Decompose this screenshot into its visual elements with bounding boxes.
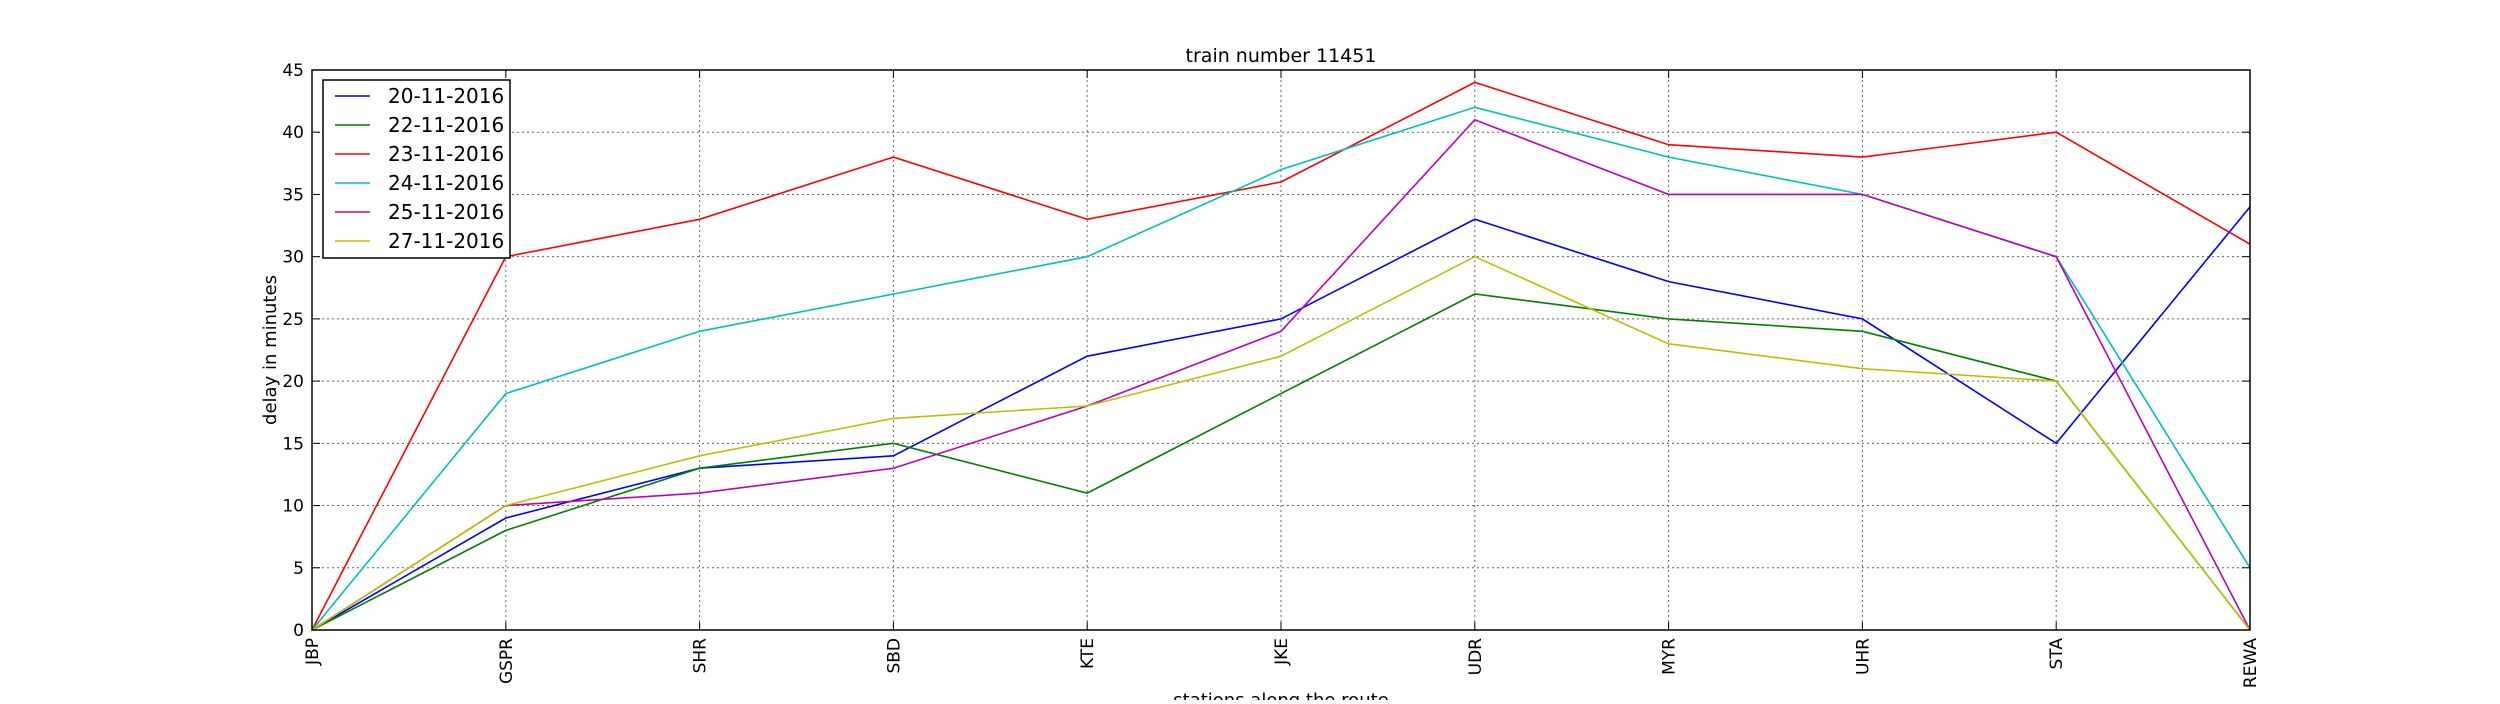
x-tick-label: SHR: [691, 638, 711, 674]
x-tick-label: JBP: [303, 638, 323, 666]
y-axis-label: delay in minutes: [260, 275, 281, 425]
series-line-23-11-2016: [312, 81, 2250, 630]
x-tick-label: UHR: [1853, 638, 1873, 675]
legend-label: 25-11-2016: [388, 200, 504, 224]
y-tick-label: 30: [282, 248, 304, 268]
x-tick-label: UDR: [1466, 638, 1486, 676]
series-line-25-11-2016: [312, 118, 2250, 630]
legend-label: 23-11-2016: [388, 142, 504, 166]
x-tick-label: JKE: [1272, 638, 1292, 666]
grid: [312, 70, 2250, 630]
legend-label: 27-11-2016: [388, 229, 504, 253]
y-tick-label: 5: [293, 559, 304, 579]
x-tick-label: GSPR: [497, 638, 517, 684]
x-tick-label: REWA: [2241, 638, 2261, 688]
x-tick-label: STA: [2047, 638, 2067, 670]
y-tick-label: 15: [282, 434, 304, 454]
series-line-22-11-2016: [312, 293, 2250, 630]
x-axis-label: stations along the route: [1173, 690, 1388, 700]
legend-label: 22-11-2016: [388, 113, 504, 137]
x-tick-label: MYR: [1660, 638, 1680, 675]
legend-box: [322, 79, 511, 259]
y-tick-label: 45: [282, 61, 304, 81]
y-tick-label: 40: [282, 123, 304, 143]
series-lines: [312, 81, 2250, 630]
x-tick-label: SBD: [884, 638, 904, 674]
y-tick-label: 25: [282, 310, 304, 330]
legend-label: 24-11-2016: [388, 171, 504, 195]
x-tick-label: KTE: [1078, 638, 1098, 669]
y-tick-label: 0: [293, 621, 304, 641]
series-line-27-11-2016: [312, 255, 2250, 630]
y-tick-label: 10: [282, 497, 304, 517]
legend: 20-11-2016 22-11-2016 23-11-2016 24-11-2016…: [322, 79, 511, 259]
series-line-20-11-2016: [312, 206, 2250, 630]
chart-title: train number 11451: [1186, 45, 1377, 67]
legend-label: 20-11-2016: [388, 84, 504, 108]
axis-ticks: 0 5 10 15 20 25 30 35 40 45 JBP GSPR SHR SBD KTE JKE UDR…: [282, 61, 2261, 688]
y-tick-label: 35: [282, 185, 304, 205]
y-tick-label: 20: [282, 372, 304, 392]
